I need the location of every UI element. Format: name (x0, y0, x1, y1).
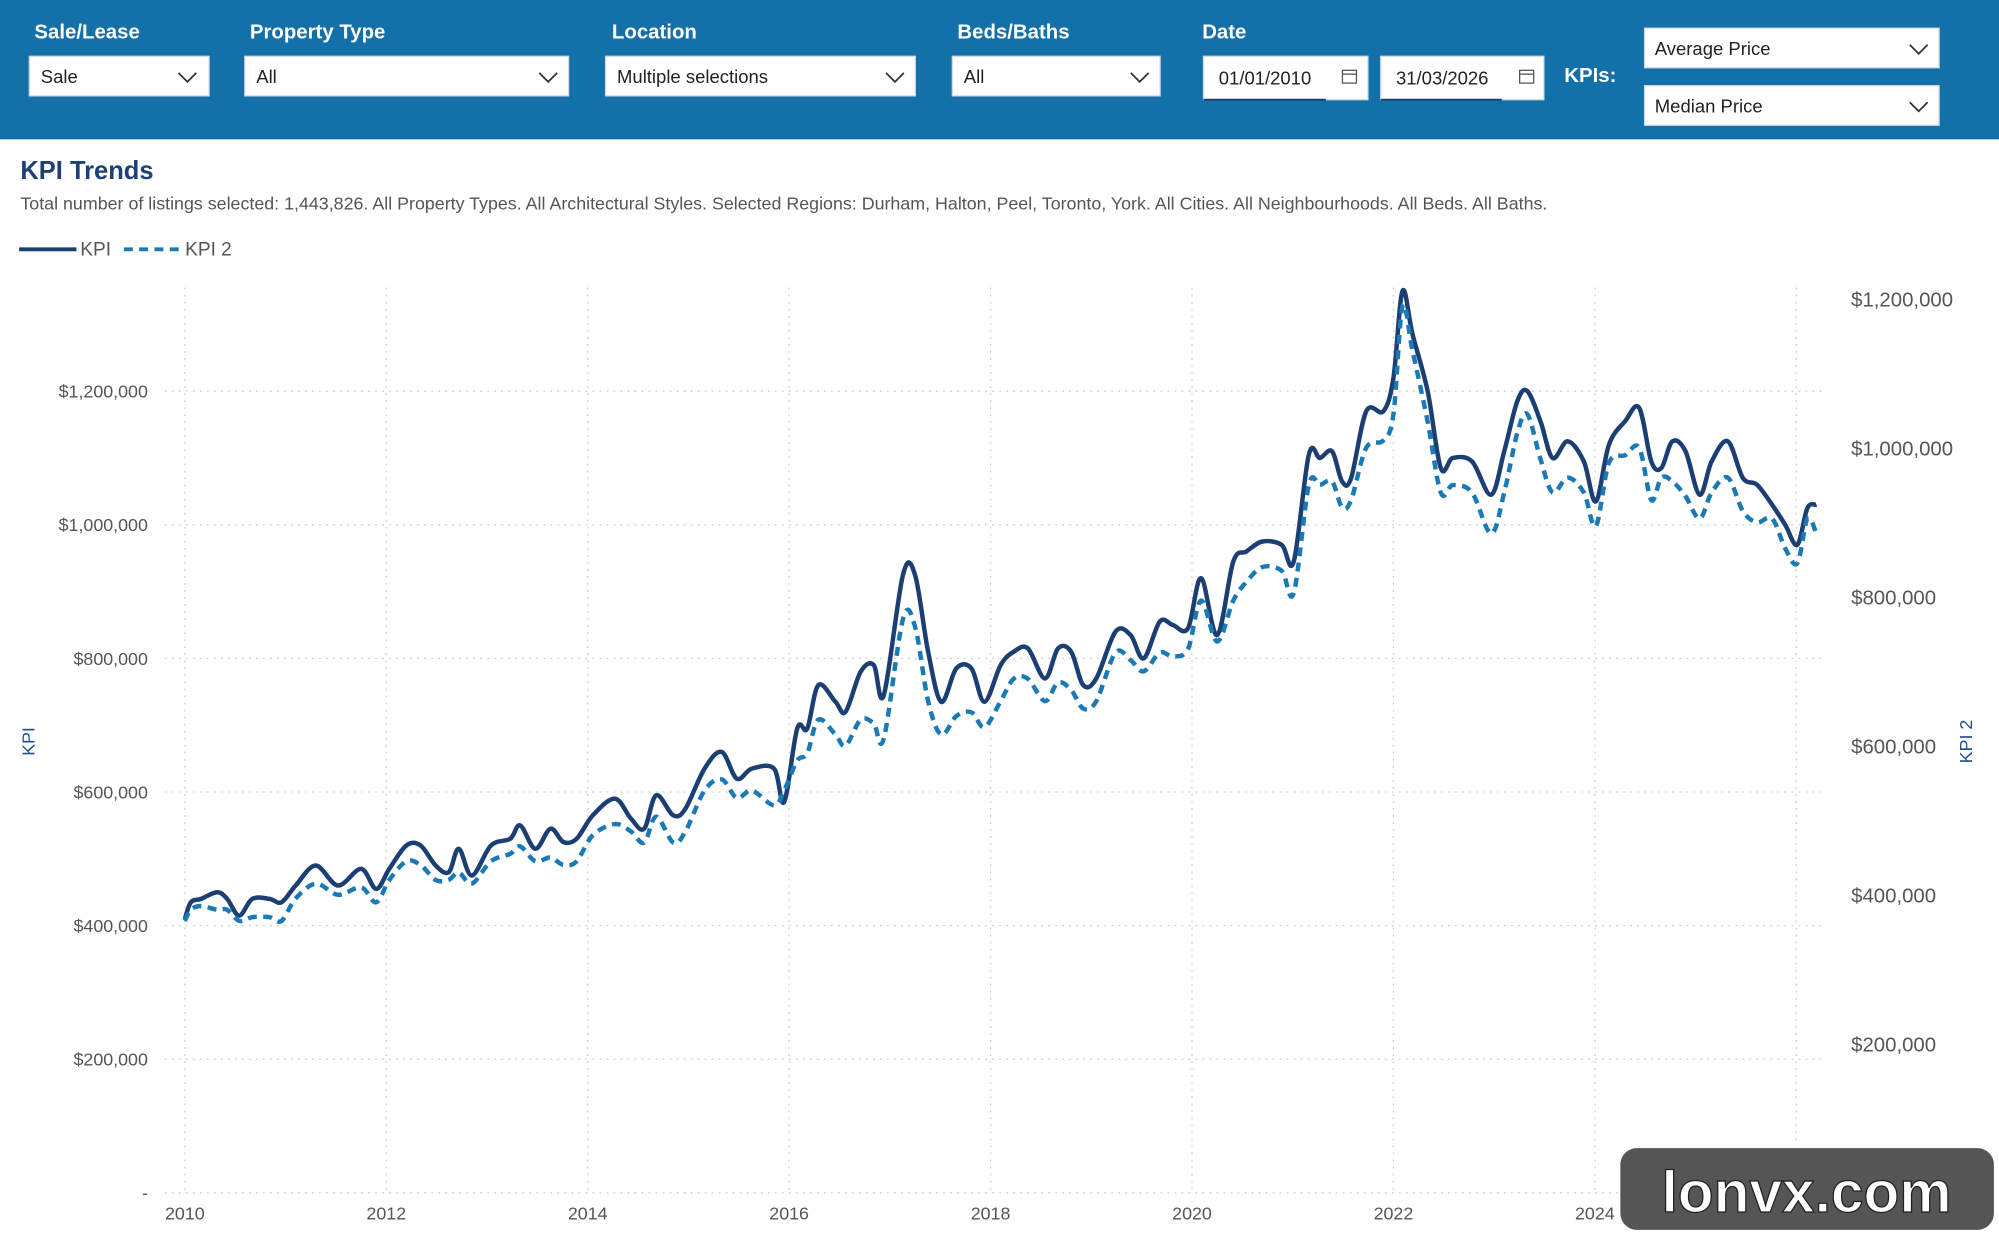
filter-label: Beds/Baths (957, 21, 1069, 43)
chart-subtitle: Total number of listings selected: 1,443… (20, 194, 1547, 214)
y-axis-title: KPI (18, 727, 38, 756)
y-tick-label: $1,200,000 (59, 382, 148, 402)
filter-label: Date (1202, 21, 1246, 43)
x-tick-label: 2018 (971, 1204, 1011, 1224)
y-tick-label: $600,000 (73, 782, 147, 802)
date-start[interactable]: 01/01/2010 (1219, 67, 1311, 88)
x-tick-label: 2016 (769, 1204, 809, 1224)
watermark-bg (1617, 1145, 1997, 1233)
dropdown[interactable] (244, 55, 570, 97)
series-line (182, 302, 1819, 924)
y2-tick-label: $400,000 (1851, 885, 1936, 907)
x-tick-label: 2022 (1374, 1204, 1414, 1224)
x-tick-label: 2012 (366, 1204, 406, 1224)
legend-label: KPI (80, 240, 111, 261)
dropdown-value[interactable]: Multiple selections (617, 66, 768, 87)
dropdown-value[interactable]: Sale (41, 66, 78, 87)
x-tick-label: 2014 (568, 1204, 608, 1224)
y-tick-label: - (142, 1183, 148, 1203)
chevron[interactable] (1909, 101, 1929, 113)
dropdown[interactable] (1643, 27, 1940, 69)
watermark-box: lonvx.com (1617, 1145, 1997, 1233)
date-input[interactable] (1202, 55, 1369, 101)
date-input[interactable] (1380, 55, 1545, 101)
calendar-icon[interactable] (1519, 69, 1535, 84)
series-line (182, 287, 1818, 920)
date-end[interactable]: 31/03/2026 (1396, 67, 1488, 88)
chevron[interactable] (885, 72, 905, 84)
y2-axis-title: KPI 2 (1956, 720, 1976, 764)
y-tick-label: $800,000 (73, 649, 147, 669)
watermark: lonvx.com (1661, 1160, 1951, 1225)
y2-tick-label: $600,000 (1851, 736, 1936, 758)
chevron[interactable] (538, 72, 558, 84)
filter-label: Property Type (250, 21, 386, 43)
chevron[interactable] (177, 72, 197, 84)
chart-title: KPI Trends (20, 157, 153, 185)
dropdown[interactable] (951, 55, 1161, 97)
dropdown-value[interactable]: All (256, 66, 277, 87)
filter-label: Location (612, 21, 697, 43)
dropdown[interactable] (28, 55, 210, 97)
y2-tick-label: $1,200,000 (1851, 289, 1953, 311)
x-tick-label: 2024 (1575, 1204, 1615, 1224)
plot: 201020122014201620182020202220242026-$20… (59, 287, 1953, 1224)
calendar-icon[interactable] (1341, 69, 1358, 84)
x-tick-label: 2020 (1172, 1204, 1212, 1224)
filter-label: Sale/Lease (34, 21, 139, 43)
dropdown-value[interactable]: All (964, 66, 985, 87)
legend-label: KPI 2 (185, 240, 232, 261)
kpis-label: KPIs: (1564, 65, 1616, 87)
chevron[interactable] (1909, 44, 1929, 55)
y2-tick-label: $800,000 (1851, 587, 1936, 609)
y-tick-label: $400,000 (73, 916, 147, 936)
x-tick-label: 2010 (165, 1204, 205, 1224)
kpi-option[interactable]: Median Price (1655, 95, 1763, 116)
y2-tick-label: $1,000,000 (1851, 438, 1953, 460)
y-tick-label: $200,000 (73, 1050, 147, 1070)
y2-tick-label: $200,000 (1851, 1034, 1936, 1056)
chevron[interactable] (1130, 72, 1150, 84)
dropdown[interactable] (1643, 85, 1940, 126)
kpi-option[interactable]: Average Price (1655, 38, 1771, 59)
dropdown[interactable] (604, 55, 916, 97)
y-tick-label: $1,000,000 (59, 515, 148, 535)
